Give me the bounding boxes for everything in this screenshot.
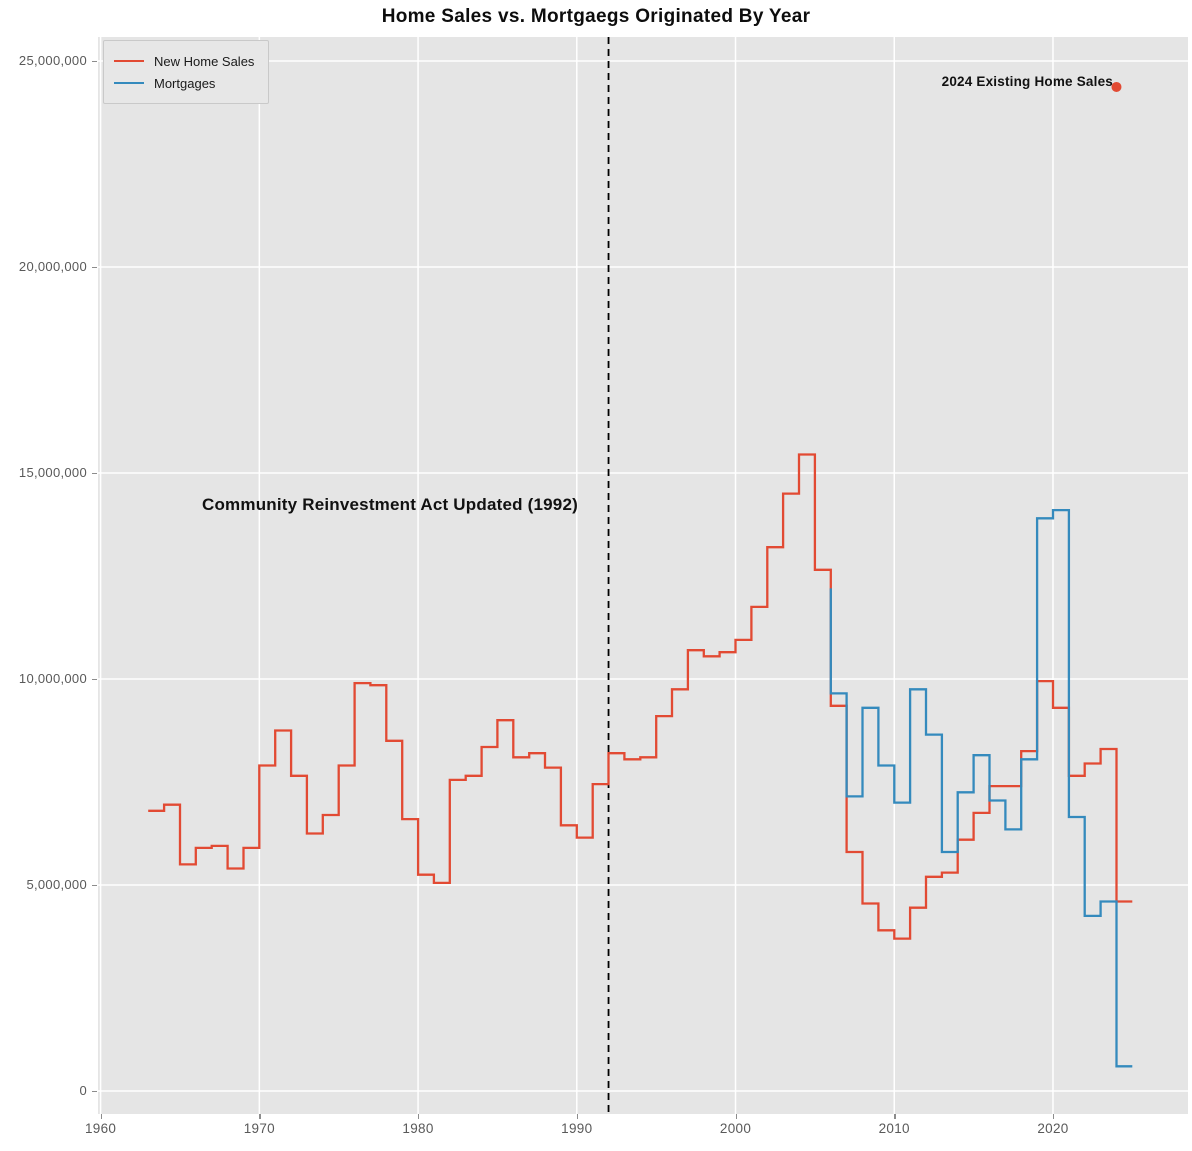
annotation-2024-existing-home-sales: 2024 Existing Home Sales: [941, 74, 1113, 89]
x-tick-mark: [1052, 1114, 1055, 1119]
x-tick-mark: [894, 1114, 896, 1119]
x-tick-mark: [259, 1114, 261, 1119]
y-tick-label: 15,000,000: [18, 465, 87, 480]
legend-swatch-mortgages: [114, 81, 144, 85]
x-tick-label: 1980: [402, 1121, 434, 1136]
x-tick-mark: [418, 1114, 420, 1119]
x-tick-label: 1960: [84, 1121, 117, 1136]
legend-label-mortgages: Mortgages: [154, 75, 216, 91]
y-tick-label: 10,000,000: [18, 671, 87, 686]
legend-label-new-home-sales: New Home Sales: [154, 53, 255, 69]
y-tick-mark: [92, 1091, 97, 1093]
y-tick-label: 5,000,000: [26, 877, 87, 892]
x-tick-label: 2000: [719, 1121, 752, 1136]
plot-area: [98, 37, 1188, 1114]
x-tick-label: 1970: [243, 1121, 275, 1136]
y-tick-mark: [92, 679, 97, 681]
series-new-home-sales: [148, 453, 1133, 940]
legend-item-new-home-sales: New Home Sales: [114, 50, 254, 72]
x-tick-label: 2020: [1037, 1121, 1069, 1136]
y-tick-label: 25,000,000: [18, 53, 87, 68]
legend: New Home Sales Mortgages: [103, 40, 270, 104]
legend-swatch-new-home-sales: [114, 59, 144, 63]
x-tick-mark: [735, 1114, 737, 1119]
plot-canvas: [98, 37, 1188, 1114]
y-tick-label: 0: [79, 1083, 87, 1098]
x-tick-label: 1990: [561, 1121, 593, 1136]
y-tick-mark: [92, 473, 97, 475]
x-tick-mark: [100, 1114, 102, 1119]
legend-item-mortgages: Mortgages: [114, 72, 254, 94]
chart-title: Home Sales vs. Mortgaegs Originated By Y…: [381, 6, 811, 27]
series-mortgages: [829, 508, 1133, 1068]
annotation-cra-1992: Community Reinvestment Act Updated (1992…: [202, 495, 578, 514]
y-tick-mark: [92, 61, 97, 63]
x-tick-mark: [576, 1114, 579, 1119]
existing-home-sales-dot: [1111, 81, 1122, 92]
y-tick-mark: [92, 267, 97, 269]
y-tick-mark: [92, 885, 97, 887]
y-tick-label: 20,000,000: [18, 259, 87, 274]
x-tick-label: 2010: [878, 1121, 910, 1136]
